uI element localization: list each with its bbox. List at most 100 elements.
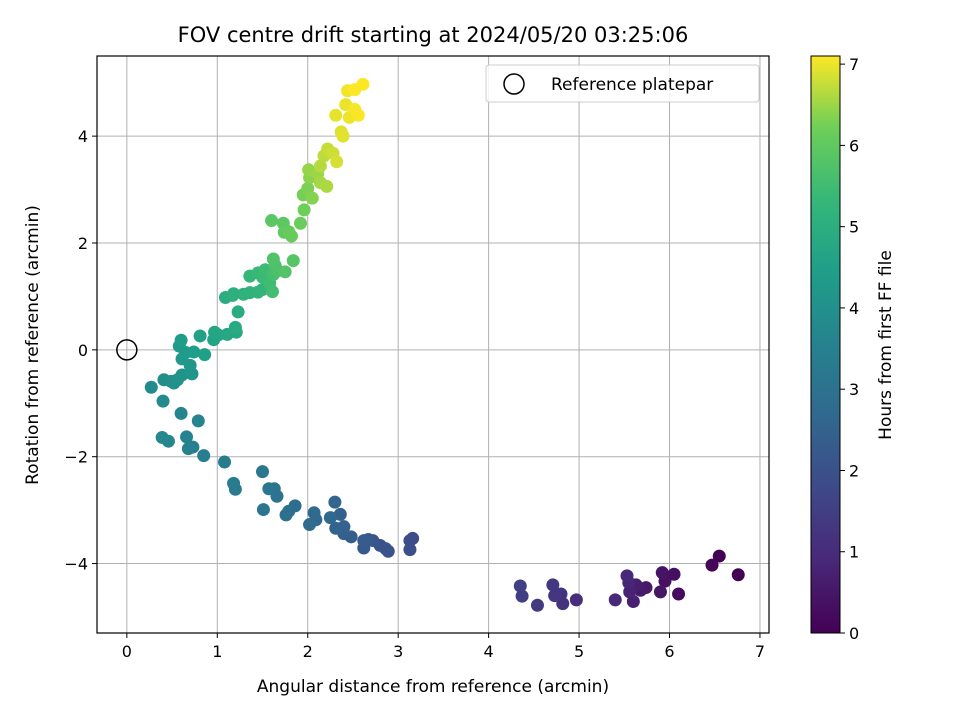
data-point [155,430,169,444]
data-point [731,568,745,582]
data-point [712,549,726,563]
data-point [279,508,293,522]
legend-box [485,64,760,103]
y-tick-label: −2 [64,448,88,467]
colorbar-tick-label: 3 [849,380,859,399]
data-point [403,534,417,548]
colorbar-tick-label: 1 [849,543,859,562]
data-point [286,254,300,268]
data-point [515,589,529,603]
data-point [262,482,276,496]
colorbar-ticks: 0 1 2 3 4 5 6 7 [840,55,859,643]
y-axis-label: Rotation from reference (arcmin) [23,205,43,485]
chart-title: FOV centre drift starting at 2024/05/20 … [178,23,689,47]
legend-entry-reference: Reference platepar [551,75,713,95]
data-point [320,179,334,193]
data-point [328,495,342,509]
data-point [175,368,189,382]
data-point [156,394,170,408]
data-point [333,507,347,521]
data-point [667,567,681,581]
colorbar-tick-label: 0 [849,624,859,643]
data-point [197,449,211,463]
data-point [323,511,337,525]
data-point [705,558,719,572]
x-tick-label: 5 [574,642,584,661]
data-point [530,598,544,612]
data-point [313,159,327,173]
y-tick-label: 4 [78,127,88,146]
data-point [208,325,222,339]
data-point [357,534,371,548]
legend-reference-marker [503,73,525,95]
data-point [329,108,343,122]
reference-platepar-marker [116,339,138,361]
data-point [265,285,279,299]
data-point [228,320,242,334]
colorbar-tick-label: 5 [849,218,859,237]
data-point [144,380,158,394]
data-point [198,348,212,362]
data-point [620,569,634,583]
data-point [231,305,245,319]
data-point [556,597,570,611]
data-point [336,129,350,143]
grid-lines [97,56,769,633]
data-point [548,589,562,603]
data-point [608,593,622,607]
x-tick-label: 3 [393,642,403,661]
x-tick-label: 2 [303,642,313,661]
data-point [227,476,241,490]
data-point [193,329,207,343]
data-point [174,406,188,420]
data-point [653,585,667,599]
x-tick-label: 4 [484,642,494,661]
data-point [180,430,194,444]
x-tick-label: 6 [664,642,674,661]
data-point [266,252,280,266]
x-axis-ticks: 0 1 2 3 4 5 6 7 [122,633,765,661]
colorbar-tick-label: 7 [849,55,859,74]
data-point [329,521,343,535]
colorbar: 0 1 2 3 4 5 6 7 Hours from first FF file [810,55,896,643]
data-point [265,214,279,228]
data-point [256,503,270,517]
x-tick-label: 0 [122,642,132,661]
colorbar-tick-label: 6 [849,136,859,155]
data-point [303,518,317,532]
y-axis-ticks: −4 −2 0 2 4 [64,127,97,574]
data-point [356,77,370,91]
colorbar-label: Hours from first FF file [876,250,896,440]
data-point [351,108,365,122]
data-point [227,287,241,301]
data-point [191,414,205,428]
data-point [307,506,321,520]
y-tick-label: 0 [78,341,88,360]
colorbar-tick-label: 2 [849,461,859,480]
x-axis-label: Angular distance from reference (arcmin) [257,677,609,697]
data-point [187,345,201,359]
data-point [569,593,583,607]
data-point [655,566,669,580]
colorbar-gradient [810,55,841,634]
data-point [330,155,344,169]
data-point [174,333,188,347]
data-point [672,587,686,601]
data-point [513,579,527,593]
plot-frame [96,55,770,634]
data-point [278,265,292,279]
data-point [218,455,232,469]
colorbar-tick-label: 4 [849,299,859,318]
data-point [297,203,311,217]
x-tick-label: 7 [755,642,765,661]
data-point [256,465,270,479]
data-point [284,229,298,243]
y-tick-label: 2 [78,234,88,253]
data-point [403,543,417,557]
x-tick-label: 1 [212,642,222,661]
data-points [144,77,745,612]
data-point [293,216,307,230]
data-point [546,578,560,592]
y-tick-label: −4 [64,555,88,574]
